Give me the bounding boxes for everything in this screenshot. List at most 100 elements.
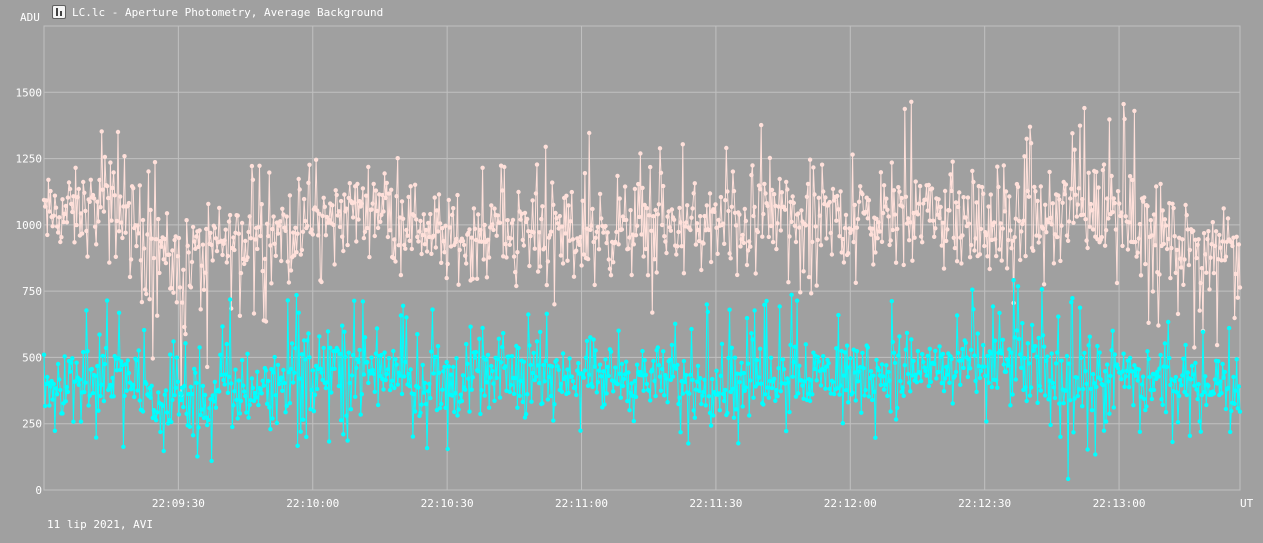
data-point (242, 261, 247, 267)
data-point (225, 390, 231, 395)
data-point (285, 298, 290, 303)
data-point (992, 338, 998, 343)
data-point (263, 368, 269, 373)
data-point (1225, 385, 1231, 391)
data-point (707, 191, 713, 196)
data-point (1164, 246, 1170, 252)
data-point (344, 413, 349, 418)
data-point (340, 234, 345, 239)
data-point (298, 429, 303, 434)
data-point (890, 339, 895, 345)
data-point (865, 216, 870, 221)
data-point (1075, 202, 1081, 207)
data-point (584, 338, 590, 344)
data-point (1136, 236, 1142, 241)
data-point (118, 194, 123, 199)
data-point (908, 389, 913, 394)
data-point (1058, 434, 1063, 439)
data-point (1151, 212, 1157, 217)
data-point (131, 383, 136, 388)
data-point (774, 246, 779, 252)
data-point (909, 99, 914, 105)
data-point (332, 262, 337, 267)
data-point (369, 207, 374, 212)
data-point (533, 191, 539, 196)
data-point (70, 356, 75, 361)
data-point (41, 352, 47, 357)
data-point (292, 253, 297, 258)
data-point (222, 238, 227, 243)
data-point (232, 389, 237, 394)
data-point (1181, 356, 1186, 361)
data-point (1175, 420, 1181, 425)
data-point (1237, 285, 1243, 290)
data-point (434, 208, 440, 213)
data-point (908, 220, 913, 225)
data-point (880, 374, 886, 379)
data-point (828, 391, 833, 396)
data-point (532, 377, 537, 383)
data-point (737, 212, 742, 217)
data-point (960, 233, 965, 238)
data-point (567, 238, 572, 243)
data-point (251, 311, 257, 316)
y-tick-label: 250 (22, 418, 42, 431)
data-point (433, 245, 438, 250)
data-point (965, 374, 971, 380)
chart-app-icon[interactable] (52, 5, 66, 19)
data-point (702, 377, 707, 382)
data-point (762, 181, 767, 187)
data-point (975, 331, 980, 336)
data-point (125, 358, 130, 363)
data-point (1064, 233, 1070, 238)
data-point (189, 259, 195, 265)
data-point (1211, 270, 1217, 276)
data-point (669, 207, 675, 212)
data-point (1157, 366, 1162, 371)
data-point (391, 348, 396, 354)
data-point (740, 232, 745, 238)
data-point (777, 176, 782, 182)
data-point (848, 356, 853, 361)
data-point (429, 349, 434, 354)
data-point (354, 239, 359, 244)
data-point (715, 251, 720, 256)
data-point (1167, 355, 1172, 361)
data-point (448, 244, 454, 249)
data-point (132, 394, 137, 400)
data-point (779, 381, 784, 386)
data-point (873, 435, 878, 440)
data-point (1050, 380, 1056, 386)
data-point (605, 230, 610, 235)
data-point (991, 220, 997, 225)
data-point (152, 160, 158, 165)
data-point (284, 403, 289, 409)
data-point (1034, 233, 1039, 238)
data-point (1142, 195, 1147, 200)
data-point (259, 202, 264, 207)
data-point (742, 206, 747, 212)
data-point (305, 223, 310, 229)
data-point (70, 209, 75, 215)
data-point (645, 273, 651, 278)
data-point (1065, 238, 1071, 243)
data-point (476, 369, 481, 374)
data-point (945, 227, 950, 232)
data-point (990, 304, 996, 309)
data-point (804, 194, 810, 199)
data-point (540, 204, 545, 209)
data-point (252, 237, 258, 242)
data-point (411, 213, 417, 218)
data-point (863, 387, 868, 393)
data-point (775, 394, 780, 399)
data-point (461, 242, 467, 248)
data-point (1114, 362, 1120, 367)
data-point (403, 246, 408, 251)
data-point (739, 237, 744, 242)
data-point (768, 223, 774, 229)
data-point (664, 250, 669, 256)
data-point (794, 298, 800, 303)
data-point (69, 201, 74, 207)
data-point (391, 255, 396, 261)
data-point (387, 228, 393, 233)
